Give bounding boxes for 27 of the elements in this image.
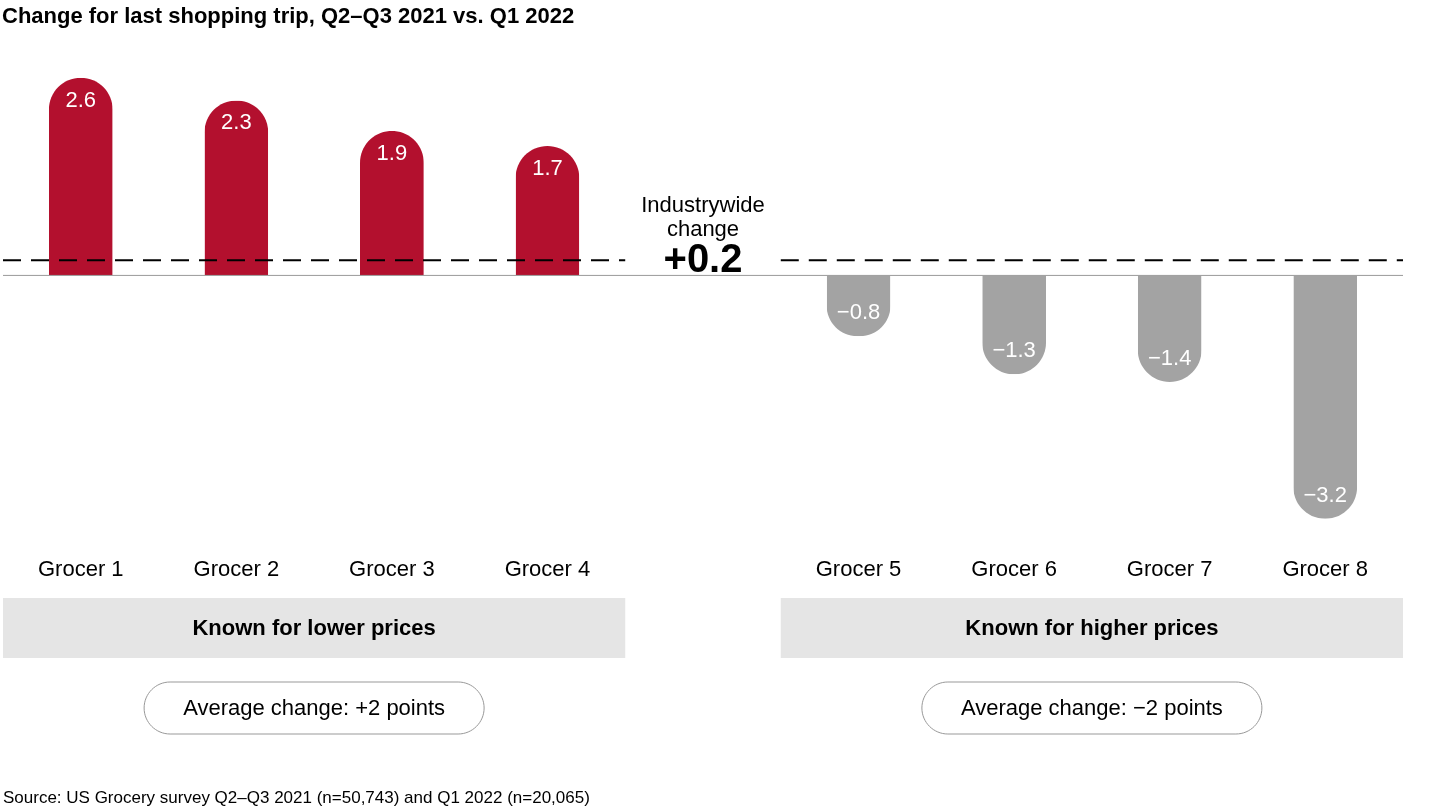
data-label: −0.8	[836, 299, 881, 325]
x-tick-label: Grocer 1	[37, 555, 124, 581]
x-tick-label: Grocer 8	[1282, 555, 1369, 581]
source-note: Source: US Grocery survey Q2–Q3 2021 (n=50,743) and Q1 2022 (n=20,065)	[3, 788, 590, 807]
text: Average change: +2 points	[183, 695, 446, 720]
data-label: 1.7	[532, 155, 563, 181]
x-tick-label: Grocer 4	[504, 555, 591, 581]
data-label: −1.3	[992, 337, 1036, 363]
text: Average change: −2 points	[960, 695, 1223, 720]
x-tick-label: Grocer 5	[815, 555, 902, 581]
x-tick-label: Grocer 3	[349, 555, 435, 581]
bar	[204, 100, 269, 276]
data-label: 1.9	[376, 139, 408, 165]
ref-line-label: Industrywide change +0.2	[641, 192, 765, 281]
data-label: −1.4	[1147, 344, 1192, 370]
data-label: 2.3	[221, 109, 252, 135]
x-tick-label: Grocer 6	[971, 555, 1057, 581]
bar	[515, 146, 580, 276]
x-tick-label: Grocer 2	[193, 555, 280, 581]
bar	[360, 130, 424, 276]
chart-title: Change for last shopping trip, Q2–Q3 2021 vs. Q1 2022	[2, 3, 575, 28]
text: Known for lower prices	[192, 615, 436, 640]
bar	[48, 77, 113, 276]
data-label: −3.2	[1303, 481, 1347, 507]
text: Known for higher prices	[965, 615, 1219, 640]
x-tick-label: Grocer 7	[1126, 555, 1213, 581]
data-label: 2.6	[65, 86, 97, 112]
